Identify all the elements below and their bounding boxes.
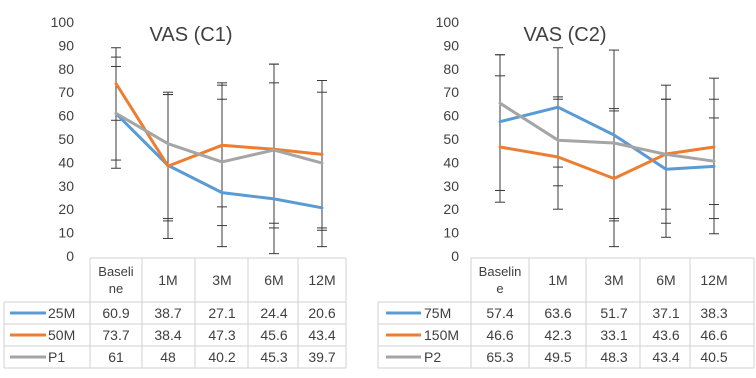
data-table-value: 65.3 [486, 349, 513, 365]
data-table-value: 49.5 [544, 349, 571, 365]
legend-label: 25M [48, 305, 75, 321]
y-tick-label: 10 [58, 225, 74, 241]
data-table-value: 61 [108, 349, 124, 365]
chart-title: VAS (C2) [524, 24, 607, 46]
y-tick-label: 50 [443, 131, 459, 147]
y-tick-label: 100 [436, 14, 460, 30]
x-category-label: Baselin [479, 264, 522, 279]
y-tick-label: 0 [66, 248, 74, 264]
legend-label: P2 [424, 349, 441, 365]
data-table-value: 39.7 [308, 349, 335, 365]
data-table-value: 40.2 [208, 349, 235, 365]
y-tick-label: 10 [443, 225, 459, 241]
data-table-value: 43.4 [308, 327, 335, 343]
y-tick-label: 30 [58, 178, 74, 194]
data-table-value: 63.6 [544, 305, 571, 321]
x-category-label: 6M [264, 272, 283, 288]
series-line-P2 [498, 101, 716, 163]
data-table-value: 43.6 [652, 327, 679, 343]
y-tick-label: 70 [58, 84, 74, 100]
data-table-value: 46.6 [486, 327, 513, 343]
series-line-P1 [114, 111, 324, 165]
data-table-value: 45.6 [260, 327, 287, 343]
chart-title: VAS (C1) [150, 24, 233, 46]
y-tick-label: 30 [443, 178, 459, 194]
x-category-label: 3M [212, 272, 231, 288]
legend-label: 75M [424, 305, 451, 321]
data-table-value: 47.3 [208, 327, 235, 343]
chart-panel-2: 0 10 20 30 40 50 60 70 80 90 100 VAS (C2) Baselin e 1M… [377, 14, 755, 369]
x-category-label: Baseli [98, 264, 134, 279]
y-tick-label: 80 [443, 61, 459, 77]
y-tick-label: 60 [443, 108, 459, 124]
data-table-value: 37.1 [652, 305, 679, 321]
data-table-value: 60.9 [102, 305, 129, 321]
data-table-value: 20.6 [308, 305, 335, 321]
y-tick-label: 50 [58, 131, 74, 147]
y-tick-label: 0 [451, 248, 459, 264]
x-category-label: 1M [548, 272, 567, 288]
y-tick-label: 70 [443, 84, 459, 100]
legend-label: P1 [48, 349, 65, 365]
data-table-value: 38.4 [154, 327, 181, 343]
data-table-value: 45.3 [260, 349, 287, 365]
x-category-label: 6M [656, 272, 675, 288]
y-tick-label: 60 [58, 108, 74, 124]
y-tick-label: 80 [58, 61, 74, 77]
x-category-label: 12M [700, 272, 727, 288]
y-tick-label: 20 [58, 201, 74, 217]
data-table-value: 38.7 [154, 305, 181, 321]
y-tick-label: 100 [51, 14, 75, 30]
data-table-value: 46.6 [700, 327, 727, 343]
x-category-label: 3M [604, 272, 623, 288]
series-line-75M [498, 105, 716, 171]
y-tick-label: 90 [443, 37, 459, 53]
data-table-value: 48.3 [600, 349, 627, 365]
data-table-value: 33.1 [600, 327, 627, 343]
data-table-value: 51.7 [600, 305, 627, 321]
data-table-value: 24.4 [260, 305, 287, 321]
x-category-label: 1M [158, 272, 177, 288]
series-line-150M [498, 145, 716, 180]
series-line-50M [114, 82, 324, 168]
y-tick-label: 90 [58, 37, 74, 53]
x-category-label: 12M [308, 272, 335, 288]
data-table-value: 42.3 [544, 327, 571, 343]
data-table-value: 27.1 [208, 305, 235, 321]
x-category-label: e [496, 281, 503, 296]
data-table-value: 40.5 [700, 349, 727, 365]
data-table-value: 73.7 [102, 327, 129, 343]
data-table-value: 43.4 [652, 349, 679, 365]
x-category-label: ne [109, 281, 123, 296]
y-tick-label: 20 [443, 201, 459, 217]
series-line-25M [114, 112, 324, 210]
legend-label: 50M [48, 327, 75, 343]
data-table-value: 38.3 [700, 305, 727, 321]
data-table-value: 57.4 [486, 305, 513, 321]
chart-panel-1: 0 10 20 30 40 50 60 70 80 90 100 VAS (C1) Baseli ne 1M… [3, 14, 347, 369]
y-tick-label: 40 [443, 154, 459, 170]
data-table-value: 48 [160, 349, 176, 365]
legend-label: 150M [424, 327, 459, 343]
y-tick-label: 40 [58, 154, 74, 170]
